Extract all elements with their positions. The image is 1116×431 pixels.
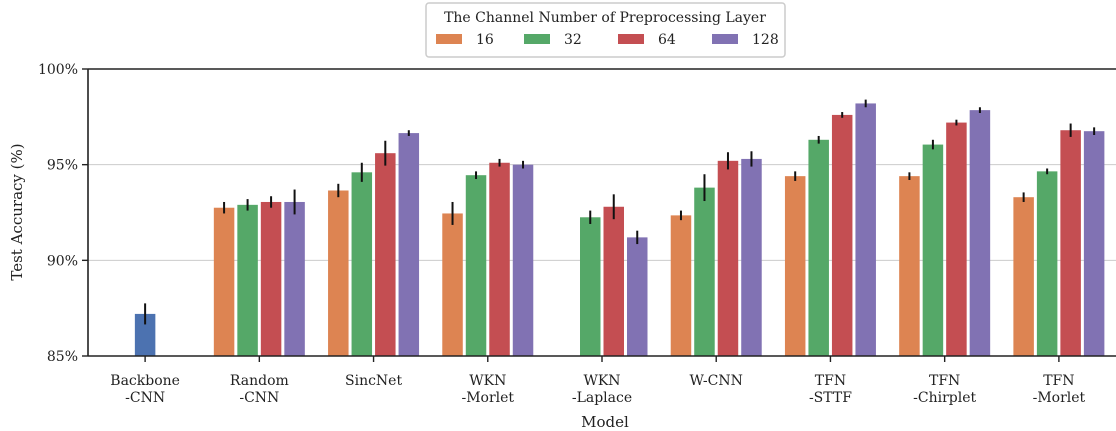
bar-series-64	[717, 160, 739, 356]
x-tick-label: SincNet	[345, 373, 402, 389]
bar-series-128	[855, 103, 876, 356]
bar-series-16	[670, 215, 692, 356]
x-tick-label: -Chirplet	[913, 390, 976, 406]
bar-series-64	[1060, 130, 1081, 356]
x-tick-label: -CNN	[125, 390, 165, 406]
bar-series-16	[1013, 197, 1034, 356]
bar-series-16	[213, 207, 235, 356]
x-tick-label: -CNN	[239, 390, 279, 406]
legend-label-128: 128	[752, 32, 779, 48]
y-tick-label: 85%	[47, 349, 78, 365]
error-bars	[144, 99, 1096, 325]
legend-swatch-64	[618, 34, 644, 44]
y-tick-label: 95%	[47, 158, 78, 174]
bar-series-64	[260, 201, 282, 356]
legend-swatch-128	[712, 34, 738, 44]
x-tick-label: WKN	[583, 373, 620, 389]
bar-series-32	[808, 139, 829, 356]
bar-backbone	[134, 313, 156, 356]
bar-series-128	[512, 164, 534, 356]
x-tick-label: -Laplace	[572, 390, 632, 406]
x-tick-label: TFN	[815, 373, 846, 389]
bar-series-32	[351, 172, 373, 356]
legend-items: 16 32 64 128	[436, 32, 779, 48]
bar-series-64	[603, 206, 624, 356]
bar-series-32	[237, 204, 258, 356]
x-tick-label: WKN	[469, 373, 506, 389]
bar-series-32	[694, 187, 715, 356]
y-tick-labels: 85% 90% 95% 100%	[38, 62, 88, 365]
bar-series-16	[442, 213, 463, 356]
bar-series-16	[899, 176, 920, 356]
x-axis-label: Model	[581, 413, 629, 431]
bar-series-64	[831, 114, 853, 356]
legend-swatch-16	[436, 34, 462, 44]
bar-series-16	[328, 190, 349, 356]
bar-series-32	[1036, 171, 1058, 356]
bar-series-32	[580, 217, 601, 356]
x-tick-label: Backbone	[110, 373, 180, 389]
bar-series-16	[784, 176, 806, 356]
x-tick-label: W-CNN	[690, 373, 743, 389]
legend-label-64: 64	[658, 32, 676, 48]
bar-series-128	[1083, 131, 1105, 356]
bar-series-128	[627, 237, 648, 356]
bar-series-128	[741, 158, 762, 356]
bars	[134, 103, 1105, 357]
grid-lines	[88, 164, 1116, 261]
y-axis-label: Test Accuracy (%)	[8, 143, 26, 280]
bar-series-64	[946, 122, 967, 356]
x-tick-label: -Morlet	[1033, 390, 1086, 406]
legend-label-16: 16	[476, 32, 494, 48]
x-tick-label: Random	[230, 373, 289, 389]
bar-series-128	[969, 110, 991, 357]
legend: The Channel Number of Preprocessing Laye…	[425, 2, 786, 58]
x-tick-label: -Morlet	[461, 390, 514, 406]
legend-title: The Channel Number of Preprocessing Laye…	[444, 10, 766, 26]
legend-frame	[425, 2, 786, 58]
bar-series-64	[375, 153, 396, 356]
y-tick-label: 90%	[47, 253, 78, 269]
bar-series-32	[465, 175, 487, 356]
bar-series-128	[398, 133, 420, 356]
legend-swatch-32	[524, 34, 550, 44]
bar-series-64	[489, 162, 510, 356]
x-tick-label: TFN	[1043, 373, 1074, 389]
bar-series-128	[284, 201, 305, 356]
legend-label-32: 32	[564, 32, 582, 48]
x-tick-label: TFN	[929, 373, 960, 389]
bar-series-32	[922, 144, 944, 356]
x-tick-label: -STTF	[809, 390, 852, 406]
y-tick-label: 100%	[38, 62, 78, 78]
